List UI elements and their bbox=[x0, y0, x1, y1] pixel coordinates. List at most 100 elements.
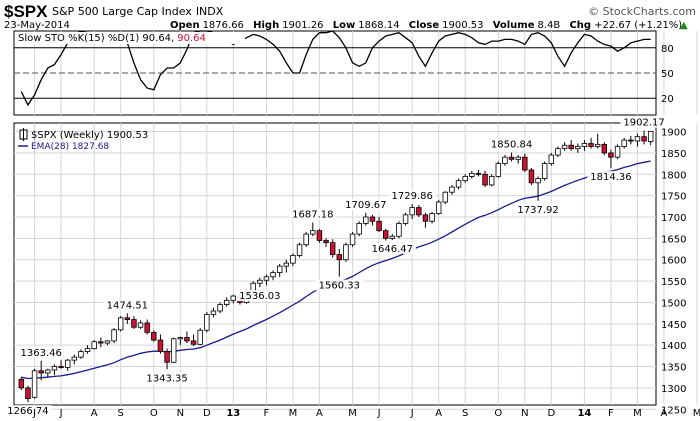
annotation-bg bbox=[4, 405, 52, 417]
candle-up bbox=[270, 270, 276, 281]
candle-down bbox=[568, 140, 574, 151]
candle-up bbox=[296, 242, 303, 258]
candle-down bbox=[190, 334, 197, 347]
candle-body bbox=[210, 310, 217, 315]
candle-up bbox=[223, 297, 230, 307]
candle-body bbox=[455, 180, 462, 188]
candle-up bbox=[575, 143, 581, 153]
x-tick-label: M bbox=[633, 408, 642, 419]
candles bbox=[18, 130, 654, 403]
candle-down bbox=[131, 316, 137, 329]
candle-up bbox=[177, 336, 184, 346]
price-annotations: 1266.74 1363.46 1474.51 1343.35 1536.03 1687.… bbox=[4, 116, 668, 417]
candle-up bbox=[435, 199, 442, 215]
price-y-tick: 1300 bbox=[661, 384, 686, 395]
high-label: High bbox=[253, 20, 279, 31]
close-label: Close bbox=[409, 20, 440, 31]
candle-body bbox=[363, 216, 369, 224]
candle-body bbox=[396, 223, 402, 237]
candle-down bbox=[316, 228, 323, 243]
ema-legend-label: EMA(28) 1827.68 bbox=[31, 142, 109, 152]
candle-body bbox=[38, 370, 44, 374]
price-y-tick: 1500 bbox=[661, 298, 686, 309]
candle-body bbox=[270, 272, 276, 278]
candle-body bbox=[177, 337, 184, 340]
candle-body bbox=[78, 351, 84, 358]
candle-up bbox=[634, 133, 641, 147]
candle-body bbox=[548, 154, 555, 164]
candle-body bbox=[601, 143, 608, 154]
annotation-bg bbox=[236, 290, 284, 302]
annotation-bg bbox=[289, 208, 337, 220]
price-annotation: 1737.92 bbox=[517, 205, 558, 216]
candle-body bbox=[429, 213, 435, 222]
candle-body bbox=[190, 340, 197, 345]
candle-body bbox=[144, 322, 150, 333]
open-value: 1876.66 bbox=[203, 20, 244, 31]
candle-down bbox=[58, 360, 64, 369]
candle-up bbox=[303, 231, 309, 247]
candle-body bbox=[303, 233, 309, 246]
candle-up bbox=[614, 144, 621, 160]
price-y-tick: 1750 bbox=[661, 192, 686, 203]
candle-body bbox=[641, 136, 647, 142]
candle-body bbox=[356, 223, 362, 235]
candle-down bbox=[416, 205, 422, 217]
candle-down bbox=[151, 330, 157, 342]
candle-body bbox=[389, 235, 396, 239]
candle-up bbox=[409, 204, 415, 220]
x-tick-label: M bbox=[693, 408, 700, 419]
annotation-bg bbox=[17, 346, 65, 358]
x-tick-label: S bbox=[118, 408, 124, 419]
candle-body bbox=[634, 136, 641, 142]
x-tick-label: 13 bbox=[226, 408, 240, 419]
candle-body bbox=[462, 176, 468, 182]
candle-body bbox=[435, 201, 442, 214]
x-tick-label: J bbox=[32, 408, 36, 419]
candle-up bbox=[71, 354, 78, 365]
x-tick-label: M bbox=[289, 408, 298, 419]
candle-up bbox=[402, 212, 409, 226]
candle-body bbox=[575, 146, 581, 150]
candle-up bbox=[197, 328, 203, 346]
price-legend-label: $SPX (Weekly) 1900.53 bbox=[31, 130, 148, 141]
candle-body bbox=[475, 173, 482, 175]
candle-down bbox=[522, 153, 528, 173]
candle-body bbox=[283, 262, 290, 267]
price-y-tick: 1650 bbox=[661, 234, 686, 245]
candle-body bbox=[98, 341, 104, 344]
candle-body bbox=[117, 317, 124, 331]
candle-body bbox=[588, 143, 594, 147]
candle-up bbox=[104, 340, 111, 346]
candle-down bbox=[18, 377, 25, 391]
candle-body bbox=[18, 378, 25, 389]
candle-down bbox=[164, 348, 170, 370]
candle-up bbox=[389, 234, 396, 240]
x-tick-label: F bbox=[608, 408, 614, 419]
annotation-bg bbox=[103, 299, 152, 311]
x-tick-label: J bbox=[377, 408, 381, 419]
candle-up bbox=[31, 368, 38, 399]
candle-up bbox=[594, 133, 601, 149]
x-axis: J J A S O N D 13 F M A M J J A S O N D 14 F M A M bbox=[32, 408, 700, 419]
candle-body bbox=[91, 341, 97, 350]
candle-down bbox=[157, 334, 164, 354]
candle-up bbox=[429, 211, 435, 224]
open-label: Open bbox=[170, 20, 200, 31]
candle-body bbox=[541, 163, 548, 179]
x-tick-label: A bbox=[316, 408, 323, 419]
x-tick-label: F bbox=[264, 408, 270, 419]
candle-up bbox=[257, 277, 263, 288]
low-value: 1868.14 bbox=[358, 20, 399, 31]
price-y-tick: 1600 bbox=[661, 256, 686, 267]
chg-up-arrow-icon: ▲ bbox=[680, 20, 688, 31]
annotation-bg bbox=[487, 138, 536, 150]
chg-value: +22.67 (+1.21%) bbox=[594, 20, 682, 31]
candle-down bbox=[336, 249, 343, 277]
price-annotation: 1814.36 bbox=[590, 172, 631, 183]
candle-body bbox=[323, 240, 329, 244]
candle-up bbox=[263, 274, 270, 286]
candle-up bbox=[555, 146, 561, 158]
x-tick-label: S bbox=[462, 408, 468, 419]
x-tick-label: J bbox=[410, 408, 414, 419]
